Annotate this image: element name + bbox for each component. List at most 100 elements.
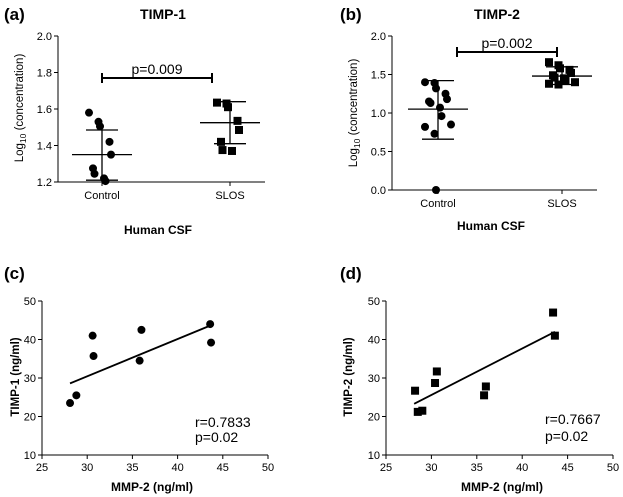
data-point — [556, 64, 564, 73]
data-point — [207, 338, 216, 347]
x-tick-label: 45 — [217, 462, 229, 474]
y-axis-label: TIMP-1 (ng/ml) — [10, 337, 22, 416]
p-value-label: p=0.009 — [132, 61, 183, 77]
y-tick-label: 0.5 — [371, 147, 386, 159]
y-tick-label: 20 — [368, 412, 380, 424]
plot-area: 10 20 30 40 50 25 30 35 40 45 50 — [368, 296, 619, 474]
x-axis-label: MMP-2 (ng/ml) — [461, 480, 543, 494]
y-tick-label: 50 — [24, 296, 36, 308]
data-point — [213, 98, 221, 107]
y-tick-label: 1.8 — [37, 68, 52, 80]
data-point — [432, 367, 441, 376]
data-point — [431, 379, 440, 388]
data-point — [432, 84, 440, 93]
x-tick-label: 30 — [81, 462, 93, 474]
panel-b: (b) TIMP-2 Log10 (concentration) Human C… — [340, 5, 597, 233]
p-value-label: p=0.002 — [482, 35, 533, 51]
y-tick-label: 2.0 — [371, 31, 386, 43]
data-point — [101, 177, 110, 186]
y-axis-label: Log10 (concentration) — [14, 54, 28, 163]
data-point — [217, 137, 225, 146]
data-point — [432, 186, 440, 194]
x-tick-label: 35 — [126, 462, 138, 474]
panel-a: (a) TIMP-1 Log10 (concentration) Human C… — [4, 5, 265, 237]
y-tick-label: 1.0 — [371, 108, 386, 120]
data-point — [447, 120, 455, 129]
panel-letter: (a) — [4, 5, 25, 24]
x-tick-label: 25 — [36, 462, 48, 474]
p-value-label: p=0.02 — [545, 428, 588, 444]
regression-line — [69, 324, 211, 385]
panel-letter: (b) — [340, 5, 362, 24]
data-point — [96, 122, 104, 131]
y-axis-label: Log10 (concentration) — [348, 59, 362, 168]
data-point — [567, 68, 575, 77]
x-tick-label: 35 — [471, 462, 483, 474]
x-tick-label: 30 — [425, 462, 437, 474]
data-point — [550, 331, 559, 340]
r-value-label: r=0.7667 — [545, 411, 601, 427]
y-tick-label: 1.5 — [371, 70, 386, 82]
x-tick-label: 50 — [607, 462, 619, 474]
x-tick-label: Control — [420, 198, 455, 210]
x-tick-label: Control — [84, 190, 119, 202]
data-point — [90, 169, 99, 178]
x-tick-label: SLOS — [215, 190, 244, 202]
data-point — [89, 352, 98, 361]
r-value-label: r=0.7833 — [195, 414, 251, 430]
data-point — [411, 386, 420, 395]
data-point — [233, 116, 242, 125]
y-tick-label: 40 — [24, 335, 36, 347]
data-point — [137, 325, 146, 334]
data-point — [443, 95, 451, 104]
panel-d: (d) TIMP-2 (ng/ml) MMP-2 (ng/ml) r=0.766… — [340, 264, 619, 494]
y-tick-label: 1.6 — [37, 104, 52, 116]
data-point — [549, 308, 558, 317]
x-tick-label: 40 — [171, 462, 183, 474]
y-tick-label: 30 — [24, 373, 36, 385]
y-tick-label: 50 — [368, 296, 380, 308]
data-point — [105, 137, 114, 146]
y-tick-label: 10 — [368, 450, 380, 462]
y-tick-label: 10 — [24, 450, 36, 462]
data-point — [430, 129, 439, 138]
chart-title: TIMP-1 — [140, 6, 186, 22]
y-tick-label: 1.4 — [37, 141, 52, 153]
y-tick-label: 1.2 — [37, 177, 52, 189]
x-axis-label: Human CSF — [457, 219, 525, 233]
data-point — [421, 122, 429, 131]
y-tick-label: 40 — [368, 335, 380, 347]
data-point — [480, 391, 489, 400]
y-tick-label: 2.0 — [37, 31, 52, 43]
x-tick-label: 40 — [516, 462, 528, 474]
panel-c: (c) TIMP-1 (ng/ml) MMP-2 (ng/ml) r=0.783… — [4, 264, 274, 494]
y-tick-label: 0.0 — [371, 185, 386, 197]
data-point — [88, 331, 97, 340]
plot-area: 0.0 0.5 1.0 1.5 2.0 Control SLOS — [371, 31, 597, 210]
x-axis-label: Human CSF — [124, 223, 192, 237]
data-point — [85, 108, 93, 117]
y-tick-label: 20 — [24, 412, 36, 424]
data-point — [413, 407, 422, 416]
data-point — [218, 146, 227, 155]
data-point — [481, 382, 490, 391]
chart-title: TIMP-2 — [474, 6, 520, 22]
data-point — [135, 356, 144, 365]
data-point — [421, 78, 429, 87]
data-point — [72, 391, 81, 400]
x-tick-label: 25 — [380, 462, 392, 474]
x-tick-label: 45 — [561, 462, 573, 474]
plot-area: 10 20 30 40 50 25 30 35 40 45 50 — [24, 296, 274, 474]
data-point — [206, 320, 215, 329]
x-tick-label: 50 — [262, 462, 274, 474]
data-point — [66, 399, 75, 408]
data-point — [426, 98, 435, 107]
data-point — [418, 406, 427, 415]
x-tick-label: SLOS — [547, 198, 576, 210]
data-point — [224, 103, 232, 112]
y-axis-label: TIMP-2 (ng/ml) — [343, 337, 355, 416]
x-axis-label: MMP-2 (ng/ml) — [111, 480, 193, 494]
data-point — [561, 76, 570, 85]
data-point — [550, 73, 559, 82]
